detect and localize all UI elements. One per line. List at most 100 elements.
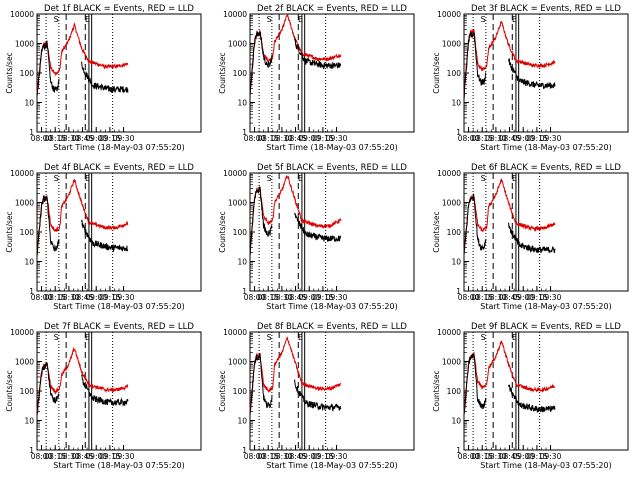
start-marker-label: S (481, 15, 486, 24)
x-axis-label: Start Time (18-May-03 07:55:20) (266, 143, 397, 152)
y-axis-label: Counts/sec (5, 370, 14, 411)
end-marker-label: E (85, 174, 90, 183)
lld-series-line (36, 21, 129, 94)
plot-frame (36, 13, 202, 133)
x-tick-label: 08:30 (485, 452, 507, 461)
lld-series-line (249, 336, 342, 412)
y-tick-label: 100 (20, 387, 35, 396)
end-marker-label: E (512, 15, 517, 24)
plot-frame (463, 172, 629, 292)
x-tick-label: 09:30 (540, 452, 562, 461)
y-tick-label: 10 (24, 258, 34, 267)
y-tick-label: 100 (20, 69, 35, 78)
plot-frame (249, 13, 415, 133)
events-series-line (249, 352, 342, 417)
y-axis-label: Counts/sec (218, 52, 227, 93)
end-marker-label: E (298, 333, 303, 342)
x-tick-label: 09:30 (326, 293, 348, 302)
lld-series-line (36, 346, 129, 412)
y-tick-label: 10 (237, 417, 247, 426)
y-tick-label: 1000 (228, 199, 247, 208)
panel-title: Det 3f BLACK = Events, RED = LLD (471, 4, 621, 14)
end-marker-label: E (512, 174, 517, 183)
y-tick-label: 1 (456, 446, 461, 455)
start-marker-label: S (267, 174, 272, 183)
lld-series-line (249, 175, 342, 254)
panel-title: Det 9f BLACK = Events, RED = LLD (471, 322, 621, 332)
detector-panel-9: Det 9f BLACK = Events, RED = LLD 1 10 100 10… (432, 322, 629, 470)
y-tick-label: 10 (237, 99, 247, 108)
x-tick-label: 09:00 (85, 293, 107, 302)
detector-panel-3: Det 3f BLACK = Events, RED = LLD 1 10 100 10… (432, 4, 629, 152)
events-series-line (249, 185, 342, 257)
panel-title: Det 2f BLACK = Events, RED = LLD (257, 4, 407, 14)
plot-frame (463, 331, 629, 451)
y-tick-label: 1000 (442, 199, 461, 208)
x-tick-label: 08:00 (458, 134, 480, 143)
x-tick-label: 08:45 (499, 293, 521, 302)
panel-title: Det 5f BLACK = Events, RED = LLD (257, 163, 407, 173)
y-tick-label: 10 (451, 258, 461, 267)
start-marker-label: S (267, 15, 272, 24)
x-axis-label: Start Time (18-May-03 07:55:20) (53, 302, 184, 311)
y-tick-label: 1000 (15, 199, 34, 208)
x-tick-label: 08:30 (58, 293, 80, 302)
x-tick-label: 09:00 (85, 134, 107, 143)
x-tick-label: 09:30 (326, 452, 348, 461)
x-tick-label: 08:00 (31, 134, 53, 143)
x-tick-label: 08:00 (458, 293, 480, 302)
x-tick-label: 09:30 (540, 293, 562, 302)
y-tick-label: 1 (456, 128, 461, 137)
x-tick-label: 09:00 (512, 452, 534, 461)
x-tick-label: 09:30 (113, 134, 135, 143)
x-tick-label: 09:15 (526, 293, 548, 302)
detector-panel-8: Det 8f BLACK = Events, RED = LLD 1 10 100 10… (218, 322, 415, 470)
y-tick-label: 100 (447, 228, 462, 237)
y-tick-label: 10000 (10, 169, 34, 178)
y-tick-label: 10000 (437, 169, 461, 178)
y-tick-label: 10 (24, 417, 34, 426)
x-tick-label: 08:45 (72, 293, 94, 302)
y-tick-label: 100 (447, 69, 462, 78)
y-tick-label: 1000 (15, 40, 34, 49)
y-axis-label: Counts/sec (432, 211, 441, 252)
x-tick-label: 08:30 (58, 452, 80, 461)
x-tick-label: 08:00 (31, 293, 53, 302)
x-tick-label: 09:30 (113, 452, 135, 461)
y-tick-label: 100 (233, 387, 248, 396)
x-tick-label: 08:30 (485, 293, 507, 302)
x-axis-label: Start Time (18-May-03 07:55:20) (480, 302, 611, 311)
y-tick-label: 1 (456, 287, 461, 296)
x-tick-label: 08:15 (471, 293, 493, 302)
x-tick-label: 08:00 (31, 452, 53, 461)
x-tick-label: 08:15 (257, 134, 279, 143)
lld-series-line (463, 21, 556, 95)
start-marker-label: S (481, 174, 486, 183)
x-tick-label: 08:15 (44, 452, 66, 461)
x-tick-label: 08:15 (257, 452, 279, 461)
events-series-line (36, 40, 129, 97)
y-axis-label: Counts/sec (5, 52, 14, 93)
y-tick-label: 10000 (223, 169, 247, 178)
detector-panel-7: Det 7f BLACK = Events, RED = LLD 1 10 100 10… (5, 322, 202, 470)
y-tick-label: 10000 (223, 328, 247, 337)
x-tick-label: 08:45 (499, 134, 521, 143)
x-tick-label: 09:15 (99, 293, 121, 302)
plot-frame (463, 13, 629, 133)
x-axis-label: Start Time (18-May-03 07:55:20) (53, 461, 184, 470)
detector-panel-4: Det 4f BLACK = Events, RED = LLD 1 10 100 10… (5, 163, 202, 311)
x-tick-label: 08:00 (244, 452, 266, 461)
y-tick-label: 1000 (442, 358, 461, 367)
y-tick-label: 1 (29, 287, 34, 296)
panel-title: Det 1f BLACK = Events, RED = LLD (44, 4, 194, 14)
x-tick-label: 08:30 (271, 452, 293, 461)
x-tick-label: 08:00 (244, 293, 266, 302)
y-axis-label: Counts/sec (218, 211, 227, 252)
panel-title: Det 6f BLACK = Events, RED = LLD (471, 163, 621, 173)
end-marker-label: E (512, 333, 517, 342)
x-tick-label: 08:30 (58, 134, 80, 143)
y-tick-label: 100 (233, 228, 248, 237)
plot-frame (36, 331, 202, 451)
y-tick-label: 1 (242, 446, 247, 455)
y-tick-label: 1 (242, 128, 247, 137)
